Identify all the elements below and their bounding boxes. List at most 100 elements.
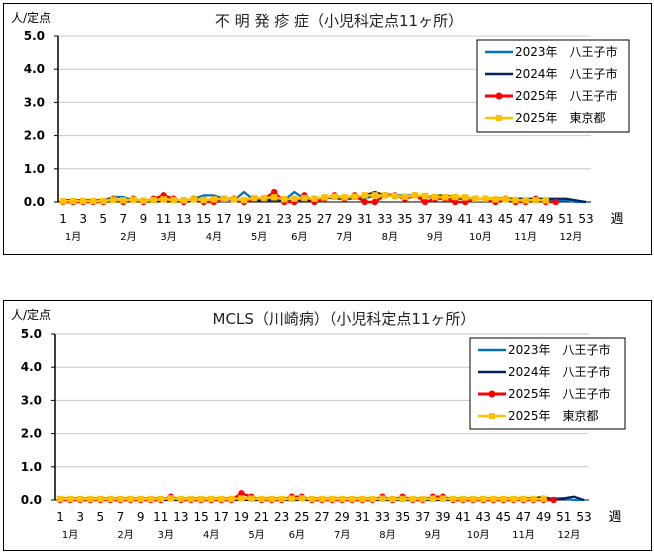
month-label: 1月 — [62, 529, 78, 541]
data-point-marker — [278, 495, 285, 503]
data-point-marker — [532, 196, 539, 204]
data-point-marker — [228, 495, 235, 503]
data-point-marker — [150, 196, 157, 204]
data-point-marker — [411, 192, 419, 199]
data-point-marker — [238, 490, 245, 497]
x-tick-label: 47 — [516, 510, 531, 524]
x-tick-label: 45 — [496, 510, 511, 524]
x-tick-label: 17 — [216, 212, 231, 226]
data-point-marker — [510, 495, 517, 503]
data-point-marker — [69, 197, 77, 205]
data-point-marker — [291, 195, 298, 202]
data-point-marker — [117, 495, 124, 503]
data-point-marker — [210, 196, 218, 203]
legend-label: 2023年 八王子市 — [515, 44, 618, 59]
x-tick-label: 29 — [337, 212, 352, 226]
legend-swatch-marker — [495, 92, 503, 100]
x-tick-label: 23 — [277, 212, 292, 226]
chart-legend: 2023年 八王子市 2024年 八王子市 2025年 八王子市 2025年 東京都 — [469, 337, 626, 430]
data-point-marker — [160, 196, 167, 203]
data-point-marker — [389, 495, 396, 503]
data-point-marker — [268, 495, 275, 503]
y-axis-unit-label: 人/定点 — [11, 10, 51, 25]
data-point-marker — [298, 495, 306, 502]
x-tick-label: 9 — [140, 212, 148, 226]
data-point-marker — [180, 197, 187, 204]
x-tick-label: 21 — [254, 510, 269, 524]
line-chart-mcls: 人/定点 MCLS（川崎病）（小児科定点11ヶ所） 0.0 1.0 2.0 3.0 4.0 5… — [11, 307, 626, 541]
data-point-marker — [97, 495, 104, 503]
data-point-marker — [441, 194, 449, 201]
data-point-marker — [308, 495, 316, 503]
x-tick-label: 37 — [417, 212, 432, 226]
data-point-marker — [542, 197, 549, 204]
data-point-marker — [147, 495, 154, 503]
x-tick-label: 13 — [173, 510, 188, 524]
y-tick-label: 1.0 — [24, 162, 45, 176]
data-point-marker — [218, 495, 225, 503]
data-point-marker — [127, 495, 134, 503]
data-point-marker — [66, 495, 74, 503]
data-point-marker — [100, 197, 107, 205]
data-point-marker — [200, 196, 208, 204]
data-point-marker — [472, 195, 479, 202]
data-point-marker — [359, 495, 366, 503]
x-tick-label: 27 — [314, 510, 329, 524]
data-point-marker — [419, 495, 426, 503]
data-point-marker — [530, 495, 537, 503]
x-tick-label: 11 — [153, 510, 168, 524]
chart-legend: 2023年 八王子市 2024年 八王子市 2025年 八王子市 2025年 東京都 — [476, 39, 630, 133]
x-tick-label: 15 — [193, 510, 208, 524]
data-point-marker — [550, 496, 557, 504]
legend-label: 2025年 東京都 — [515, 111, 606, 125]
data-point-marker — [522, 197, 529, 204]
data-point-marker — [258, 495, 265, 503]
y-tick-label: 1.0 — [21, 460, 42, 474]
data-point-marker — [157, 495, 164, 503]
data-point-marker — [540, 495, 547, 503]
month-label: 10月 — [469, 231, 492, 243]
legend-label: 2025年 八王子市 — [508, 386, 611, 401]
data-point-marker — [371, 192, 378, 199]
data-point-marker — [361, 198, 368, 206]
x-tick-label: 1 — [56, 510, 64, 524]
x-axis-unit-label: 週 — [608, 510, 621, 525]
month-label: 11月 — [512, 529, 535, 541]
data-point-marker — [421, 192, 429, 200]
data-point-marker — [190, 196, 197, 203]
data-point-marker — [120, 197, 127, 204]
data-point-marker — [480, 495, 487, 503]
month-label: 9月 — [425, 529, 441, 541]
data-point-marker — [177, 495, 185, 503]
data-point-marker — [381, 192, 389, 199]
x-tick-label: 1 — [59, 212, 67, 226]
x-tick-label: 35 — [397, 212, 412, 226]
x-tick-label: 51 — [558, 212, 573, 226]
x-tick-label: 41 — [455, 510, 470, 524]
x-tick-label: 37 — [415, 510, 430, 524]
data-point-marker — [240, 196, 248, 204]
y-tick-label: 0.0 — [24, 195, 45, 209]
x-tick-label: 7 — [120, 212, 128, 226]
month-label: 3月 — [160, 231, 176, 243]
x-tick-label: 17 — [214, 510, 229, 524]
data-point-marker — [401, 193, 409, 200]
y-tick-label: 2.0 — [24, 129, 45, 143]
legend-label: 2025年 東京都 — [508, 409, 599, 423]
data-point-marker — [271, 188, 278, 196]
month-label: 6月 — [289, 529, 305, 541]
legend-swatch-marker — [488, 390, 496, 398]
y-tick-label: 5.0 — [24, 29, 45, 43]
data-point-marker — [288, 495, 295, 502]
x-tick-label: 47 — [518, 212, 533, 226]
data-point-marker — [482, 195, 489, 202]
y-tick-label: 2.0 — [21, 427, 42, 441]
data-point-marker — [220, 195, 228, 202]
data-point-marker — [207, 495, 215, 503]
x-tick-label: 7 — [117, 510, 125, 524]
y-tick-label: 5.0 — [21, 327, 42, 341]
data-point-marker — [552, 198, 560, 206]
data-point-marker — [321, 194, 328, 201]
data-point-marker — [399, 495, 406, 503]
data-point-marker — [197, 495, 205, 503]
